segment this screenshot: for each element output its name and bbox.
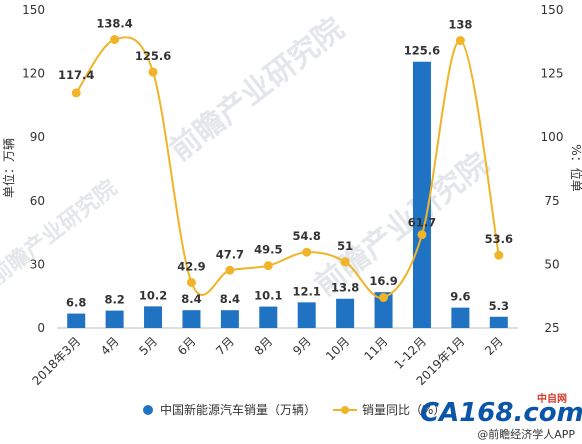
x-tick-label: 7月: [213, 334, 237, 358]
x-tick-label: 2018年3月: [29, 334, 83, 388]
y-left-tick-label: 0: [37, 321, 45, 335]
bar-value-label: 10.2: [139, 288, 167, 302]
line-point: [340, 257, 350, 267]
line-value-label: 42.9: [177, 259, 205, 273]
y-left-tick-label: 120: [22, 67, 45, 81]
x-tick-label: 6月: [175, 334, 199, 358]
x-tick-label: 9月: [290, 334, 314, 358]
x-tick-label: 10月: [323, 334, 352, 363]
logo-sub-text: 中自网: [537, 392, 567, 405]
line-value-label: 117.4: [58, 68, 94, 82]
legend-line-dot: [341, 406, 349, 414]
line-point: [455, 36, 465, 46]
series-line: [75, 36, 500, 299]
bar-value-label: 9.6: [450, 290, 470, 304]
x-tick-label: 11月: [361, 334, 390, 363]
x-tick-label: 2月: [482, 334, 506, 358]
bar-value-label: 6.8: [66, 296, 86, 310]
line-point: [225, 265, 235, 275]
bar: [220, 310, 239, 328]
y-left-tick-label: 150: [22, 3, 45, 17]
y-right-tick-label: 50: [544, 257, 559, 271]
line-value-label: 138: [448, 18, 472, 32]
y-left-tick-label: 30: [30, 257, 45, 271]
bar-value-label: 8.2: [104, 293, 124, 307]
y-right-tick-label: 100: [541, 130, 564, 144]
line-point: [186, 277, 196, 287]
line-value-label: 51: [337, 239, 353, 253]
line-point: [148, 67, 158, 77]
line-value-label: 138.4: [96, 17, 132, 31]
x-tick-label: 4月: [98, 334, 122, 358]
line-point: [494, 250, 504, 260]
bar: [67, 313, 86, 328]
bar-value-label: 12.1: [293, 284, 321, 298]
line-point: [263, 261, 273, 271]
bar: [374, 292, 393, 328]
x-tick-label: 5月: [136, 334, 160, 358]
y-left-tick-label: 90: [30, 130, 45, 144]
x-tick-label: 8月: [252, 334, 276, 358]
bar-value-label: 5.3: [489, 299, 509, 313]
line-point: [302, 247, 312, 257]
bar: [182, 310, 201, 328]
bar-value-label: 10.1: [254, 289, 282, 303]
bar: [297, 302, 316, 328]
line-value-label: 53.6: [485, 232, 513, 246]
line-value-label: 125.6: [135, 49, 171, 63]
line-point: [110, 35, 120, 45]
y-right-tick-label: 75: [544, 194, 559, 208]
y-right-axis-title: %：位单: [569, 144, 582, 191]
line-value-label: 49.5: [254, 243, 282, 257]
line-point: [71, 88, 81, 98]
y-left-axis-title: 单位：万辆: [1, 138, 16, 198]
bar-value-label: 13.8: [331, 281, 359, 295]
y-left-tick-label: 60: [30, 194, 45, 208]
bar: [412, 61, 431, 329]
y-right-tick-label: 150: [541, 3, 564, 17]
bar: [451, 307, 470, 328]
line-point: [379, 292, 389, 302]
bar-value-label: 125.6: [404, 44, 440, 58]
bar-value-label: 16.9: [369, 274, 397, 288]
y-right-tick-label: 25: [544, 321, 559, 335]
ca168-logo: CA168.com: [420, 398, 582, 428]
line-point: [417, 230, 427, 240]
bar: [259, 306, 278, 328]
bar-value-label: 8.4: [220, 292, 240, 306]
line-value-label: 61.7: [408, 216, 436, 230]
bar-value-label: 8.4: [181, 292, 201, 306]
credit-text: @前瞻经济学人APP: [477, 427, 575, 441]
legend-bar-swatch: [143, 405, 153, 415]
legend-bar-label: 中国新能源汽车销量（万辆）: [160, 402, 316, 417]
bar: [105, 310, 124, 328]
legend-line-label: 销量同比（%）: [362, 403, 445, 417]
bar: [144, 306, 163, 328]
y-right-tick-label: 125: [541, 67, 564, 81]
line-value-label: 54.8: [293, 229, 321, 243]
bar: [336, 298, 355, 328]
bar: [489, 316, 508, 328]
x-tick-label: 1-12月: [391, 334, 429, 372]
line-value-label: 47.7: [216, 247, 244, 261]
